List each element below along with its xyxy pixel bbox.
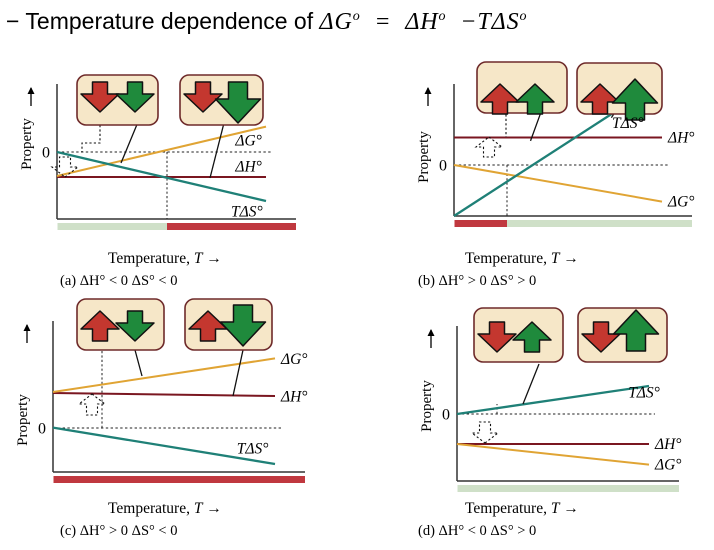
svg-text:ΔH°: ΔH° xyxy=(280,389,308,406)
svg-text:ΔH°: ΔH° xyxy=(654,436,682,453)
svg-text:Property: Property xyxy=(416,131,432,183)
svg-text:ΔG°: ΔG° xyxy=(667,194,695,211)
svg-text:ΔH°: ΔH° xyxy=(234,159,262,176)
svg-text:Property: Property xyxy=(19,118,35,170)
svg-text:0: 0 xyxy=(42,145,50,162)
svg-text:Property: Property xyxy=(15,394,31,446)
svg-text:ΔH°: ΔH° xyxy=(667,130,695,147)
svg-text:TΔS°: TΔS° xyxy=(628,385,660,402)
svg-text:0: 0 xyxy=(38,421,46,438)
svg-text:0: 0 xyxy=(439,158,447,175)
svg-text:TΔS°: TΔS° xyxy=(237,440,269,457)
svg-text:Property: Property xyxy=(419,380,435,432)
svg-text:0: 0 xyxy=(442,407,450,424)
svg-text:TΔS°: TΔS° xyxy=(612,115,644,132)
svg-text:ΔG°: ΔG° xyxy=(280,351,308,368)
svg-text:TΔS°: TΔS° xyxy=(231,203,263,220)
svg-text:ΔG°: ΔG° xyxy=(234,133,262,150)
svg-text:ΔG°: ΔG° xyxy=(654,457,682,474)
